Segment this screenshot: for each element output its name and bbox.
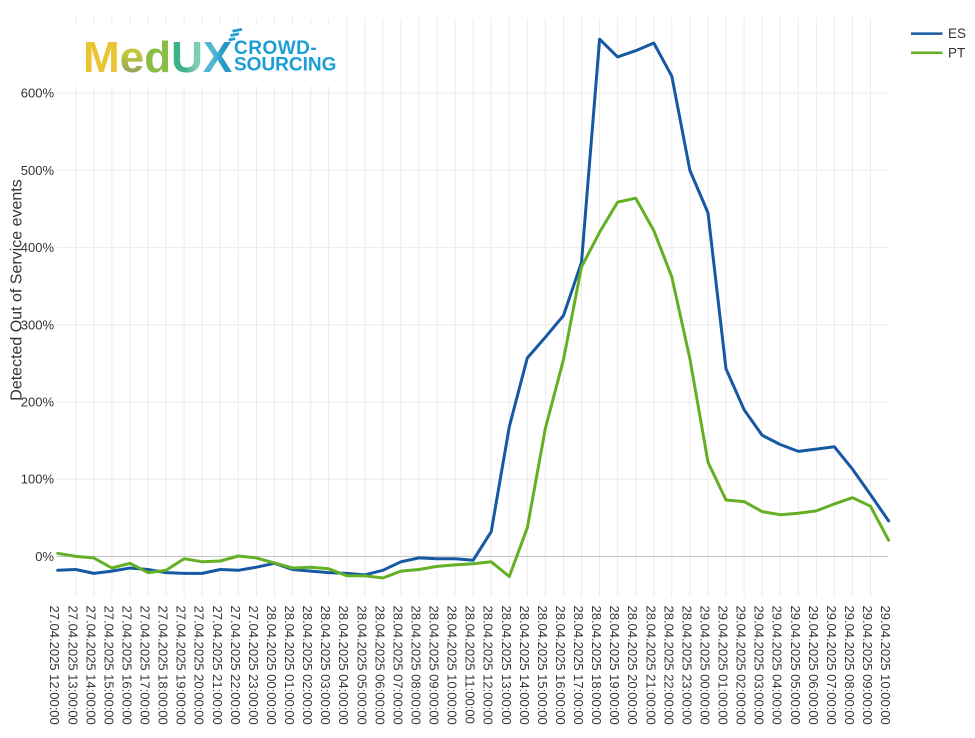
svg-text:28.04.2025 12:00:00: 28.04.2025 12:00:00 xyxy=(481,606,496,725)
svg-text:28.04.2025 07:00:00: 28.04.2025 07:00:00 xyxy=(390,606,405,725)
svg-text:28.04.2025 02:00:00: 28.04.2025 02:00:00 xyxy=(300,606,315,725)
svg-text:27.04.2025 23:00:00: 27.04.2025 23:00:00 xyxy=(246,606,261,725)
svg-text:d: d xyxy=(144,33,171,82)
svg-text:27.04.2025 16:00:00: 27.04.2025 16:00:00 xyxy=(120,606,135,725)
svg-text:28.04.2025 20:00:00: 28.04.2025 20:00:00 xyxy=(625,606,640,725)
svg-text:28.04.2025 14:00:00: 28.04.2025 14:00:00 xyxy=(517,606,532,725)
svg-text:CROWD-: CROWD- xyxy=(234,38,317,59)
svg-text:27.04.2025 19:00:00: 27.04.2025 19:00:00 xyxy=(174,606,189,725)
svg-text:600%: 600% xyxy=(21,86,55,101)
svg-text:X: X xyxy=(203,33,232,82)
svg-text:28.04.2025 11:00:00: 28.04.2025 11:00:00 xyxy=(463,606,478,724)
svg-text:PT: PT xyxy=(948,45,965,60)
svg-text:27.04.2025 17:00:00: 27.04.2025 17:00:00 xyxy=(138,606,153,725)
svg-text:28.04.2025 05:00:00: 28.04.2025 05:00:00 xyxy=(354,606,369,725)
svg-text:SOURCING: SOURCING xyxy=(234,54,336,75)
svg-text:27.04.2025 18:00:00: 27.04.2025 18:00:00 xyxy=(156,606,171,725)
svg-text:U: U xyxy=(171,33,203,82)
svg-text:27.04.2025 22:00:00: 27.04.2025 22:00:00 xyxy=(228,606,243,725)
svg-text:28.04.2025 00:00:00: 28.04.2025 00:00:00 xyxy=(264,606,279,725)
svg-text:29.04.2025 02:00:00: 29.04.2025 02:00:00 xyxy=(734,606,749,725)
svg-text:28.04.2025 18:00:00: 28.04.2025 18:00:00 xyxy=(589,606,604,725)
svg-text:27.04.2025 20:00:00: 27.04.2025 20:00:00 xyxy=(192,606,207,725)
svg-text:e: e xyxy=(120,33,144,82)
svg-text:28.04.2025 01:00:00: 28.04.2025 01:00:00 xyxy=(282,606,297,725)
svg-text:200%: 200% xyxy=(21,395,55,410)
svg-text:29.04.2025 10:00:00: 29.04.2025 10:00:00 xyxy=(878,606,893,725)
svg-text:28.04.2025 13:00:00: 28.04.2025 13:00:00 xyxy=(499,606,514,725)
svg-text:29.04.2025 00:00:00: 29.04.2025 00:00:00 xyxy=(698,606,713,725)
svg-text:29.04.2025 04:00:00: 29.04.2025 04:00:00 xyxy=(770,606,785,725)
svg-text:28.04.2025 03:00:00: 28.04.2025 03:00:00 xyxy=(318,606,333,725)
svg-text:28.04.2025 19:00:00: 28.04.2025 19:00:00 xyxy=(607,606,622,725)
svg-text:ES: ES xyxy=(948,26,966,41)
svg-text:400%: 400% xyxy=(21,240,55,255)
svg-text:27.04.2025 12:00:00: 27.04.2025 12:00:00 xyxy=(47,606,62,725)
svg-text:100%: 100% xyxy=(21,472,55,487)
svg-text:28.04.2025 06:00:00: 28.04.2025 06:00:00 xyxy=(372,606,387,725)
svg-text:28.04.2025 15:00:00: 28.04.2025 15:00:00 xyxy=(535,606,550,725)
svg-text:28.04.2025 04:00:00: 28.04.2025 04:00:00 xyxy=(336,606,351,725)
svg-text:M: M xyxy=(83,33,120,82)
svg-text:27.04.2025 14:00:00: 27.04.2025 14:00:00 xyxy=(83,606,98,725)
svg-text:500%: 500% xyxy=(21,163,55,178)
svg-text:29.04.2025 07:00:00: 29.04.2025 07:00:00 xyxy=(824,606,839,725)
svg-text:300%: 300% xyxy=(21,317,55,332)
svg-text:29.04.2025 03:00:00: 29.04.2025 03:00:00 xyxy=(752,606,767,725)
svg-text:0%: 0% xyxy=(35,549,54,564)
svg-text:27.04.2025 13:00:00: 27.04.2025 13:00:00 xyxy=(65,606,80,725)
svg-text:28.04.2025 09:00:00: 28.04.2025 09:00:00 xyxy=(427,606,442,725)
svg-text:29.04.2025 05:00:00: 29.04.2025 05:00:00 xyxy=(788,606,803,725)
svg-text:28.04.2025 21:00:00: 28.04.2025 21:00:00 xyxy=(643,606,658,725)
svg-text:28.04.2025 17:00:00: 28.04.2025 17:00:00 xyxy=(571,606,586,725)
svg-text:Detected Out of Service events: Detected Out of Service events xyxy=(9,179,26,400)
svg-text:28.04.2025 08:00:00: 28.04.2025 08:00:00 xyxy=(409,606,424,725)
svg-text:29.04.2025 01:00:00: 29.04.2025 01:00:00 xyxy=(716,606,731,725)
svg-text:28.04.2025 22:00:00: 28.04.2025 22:00:00 xyxy=(661,606,676,725)
svg-text:27.04.2025 21:00:00: 27.04.2025 21:00:00 xyxy=(210,606,225,725)
svg-text:28.04.2025 23:00:00: 28.04.2025 23:00:00 xyxy=(679,606,694,725)
svg-text:28.04.2025 16:00:00: 28.04.2025 16:00:00 xyxy=(553,606,568,725)
svg-text:28.04.2025 10:00:00: 28.04.2025 10:00:00 xyxy=(445,606,460,725)
svg-text:29.04.2025 06:00:00: 29.04.2025 06:00:00 xyxy=(806,606,821,725)
svg-text:27.04.2025 15:00:00: 27.04.2025 15:00:00 xyxy=(101,606,116,725)
svg-text:29.04.2025 09:00:00: 29.04.2025 09:00:00 xyxy=(860,606,875,725)
svg-text:29.04.2025 08:00:00: 29.04.2025 08:00:00 xyxy=(842,606,857,725)
